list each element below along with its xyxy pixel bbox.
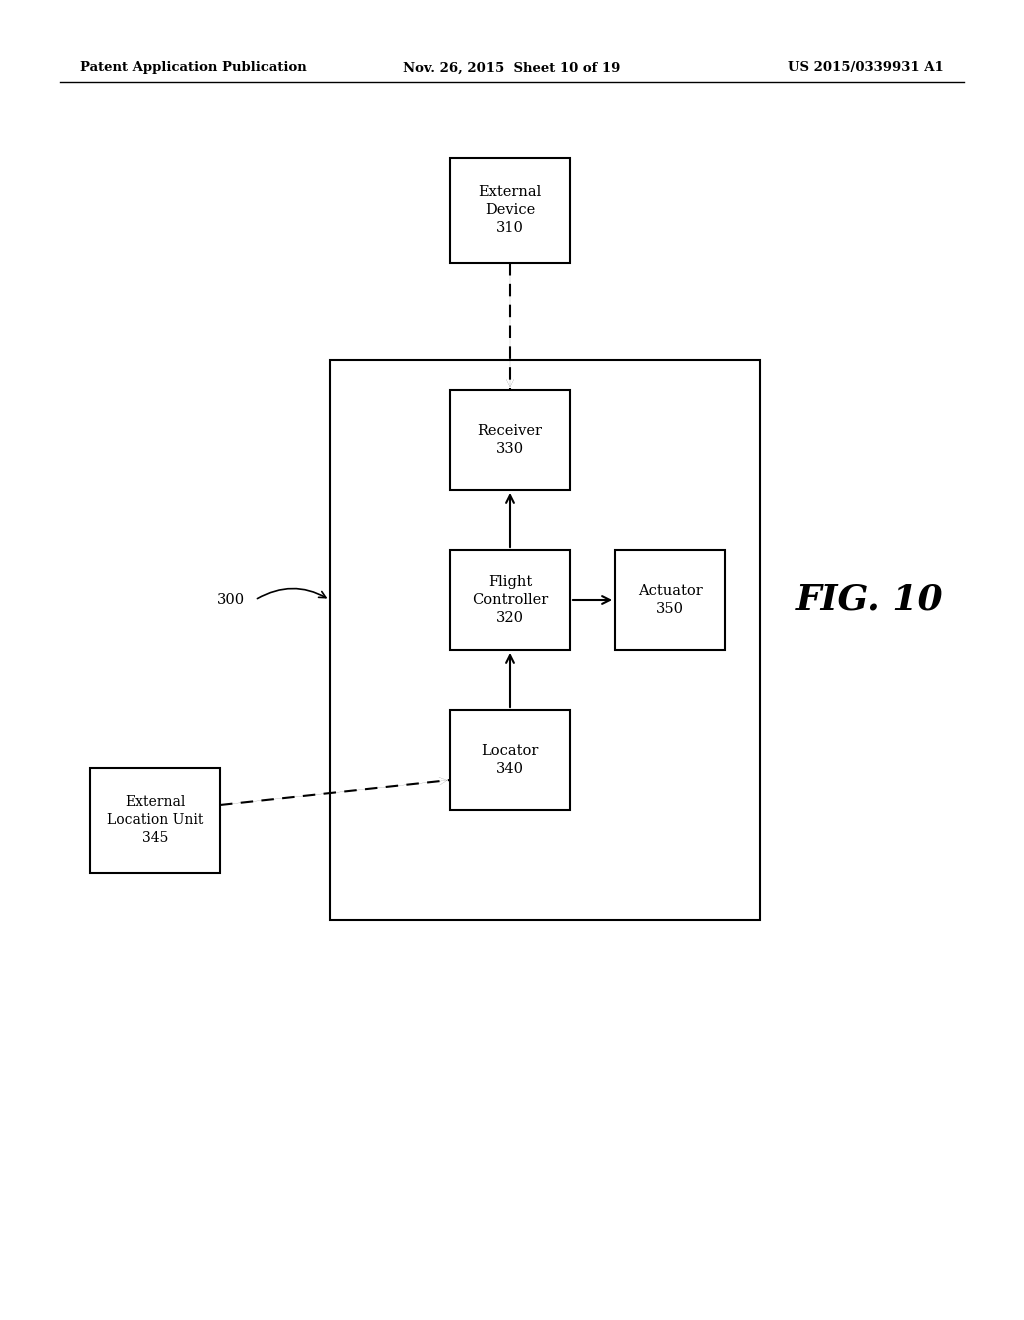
- Text: FIG. 10: FIG. 10: [797, 583, 944, 616]
- Text: Locator
340: Locator 340: [481, 743, 539, 776]
- Text: Flight
Controller
320: Flight Controller 320: [472, 574, 548, 626]
- Bar: [450, 389, 570, 490]
- Text: External
Device
310: External Device 310: [478, 185, 542, 235]
- Text: Receiver
330: Receiver 330: [477, 424, 543, 457]
- Text: External
Location Unit
345: External Location Unit 345: [106, 795, 203, 845]
- Text: Actuator
350: Actuator 350: [638, 583, 702, 616]
- Bar: [450, 710, 570, 810]
- Bar: [90, 767, 220, 873]
- Text: Nov. 26, 2015  Sheet 10 of 19: Nov. 26, 2015 Sheet 10 of 19: [403, 62, 621, 74]
- Text: Patent Application Publication: Patent Application Publication: [80, 62, 307, 74]
- Text: US 2015/0339931 A1: US 2015/0339931 A1: [788, 62, 944, 74]
- Text: 300: 300: [217, 593, 245, 607]
- Bar: [450, 157, 570, 263]
- Bar: [615, 550, 725, 649]
- Bar: [450, 550, 570, 649]
- Bar: [330, 360, 760, 920]
